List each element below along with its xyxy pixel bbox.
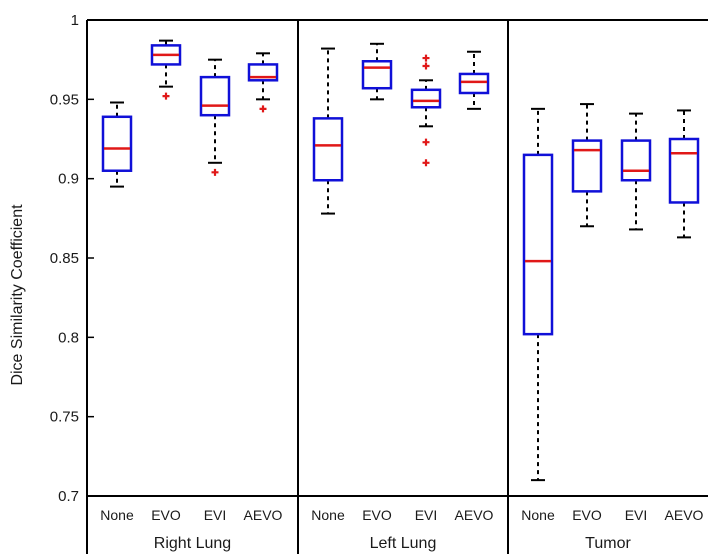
category-label: None: [521, 507, 555, 523]
box: [199, 75, 231, 117]
outlier-marker: [422, 159, 430, 167]
category-label: EVI: [415, 507, 438, 523]
axes: 0.7 0.75 0.8 0.85 0.9 0.95 1 Right Lung None EVO E…: [50, 12, 708, 554]
category-label: None: [311, 507, 345, 523]
category-label: EVO: [572, 507, 602, 523]
category-label: EVI: [204, 507, 227, 523]
category-label: None: [100, 507, 134, 523]
box: [571, 139, 603, 193]
y-tick-label: 0.9: [58, 171, 79, 188]
y-tick-label: 0.8: [58, 329, 79, 346]
y-axis-label: Dice Similarity Coefficient: [9, 204, 26, 386]
outlier-marker: [162, 92, 170, 100]
category-label: EVO: [151, 507, 181, 523]
box: [522, 153, 554, 336]
category-label: AEVO: [455, 507, 494, 523]
y-tick-label: 1: [71, 12, 79, 29]
box: [620, 139, 652, 182]
category-label: EVI: [625, 507, 648, 523]
box: [668, 137, 700, 204]
outlier-marker: [422, 138, 430, 146]
box: [410, 88, 442, 109]
outlier-marker: [259, 105, 267, 113]
box: [458, 72, 490, 95]
category-label: AEVO: [244, 507, 283, 523]
box: [247, 63, 279, 82]
group-label: Tumor: [585, 535, 631, 552]
box: [150, 44, 182, 66]
y-tick-label: 0.95: [50, 91, 79, 108]
box: [101, 115, 133, 172]
group-label: Left Lung: [370, 535, 437, 552]
y-tick-label: 0.85: [50, 250, 79, 267]
box: [361, 60, 393, 90]
y-tick-label: 0.75: [50, 409, 79, 426]
outlier-marker: [211, 168, 219, 176]
box-marks: [101, 39, 700, 482]
box: [312, 117, 344, 182]
y-tick-label: 0.7: [58, 488, 79, 505]
group-label: Right Lung: [154, 535, 231, 552]
category-label: EVO: [362, 507, 392, 523]
outlier-marker: [422, 62, 430, 70]
outlier-marker: [422, 54, 430, 62]
category-label: AEVO: [665, 507, 704, 523]
